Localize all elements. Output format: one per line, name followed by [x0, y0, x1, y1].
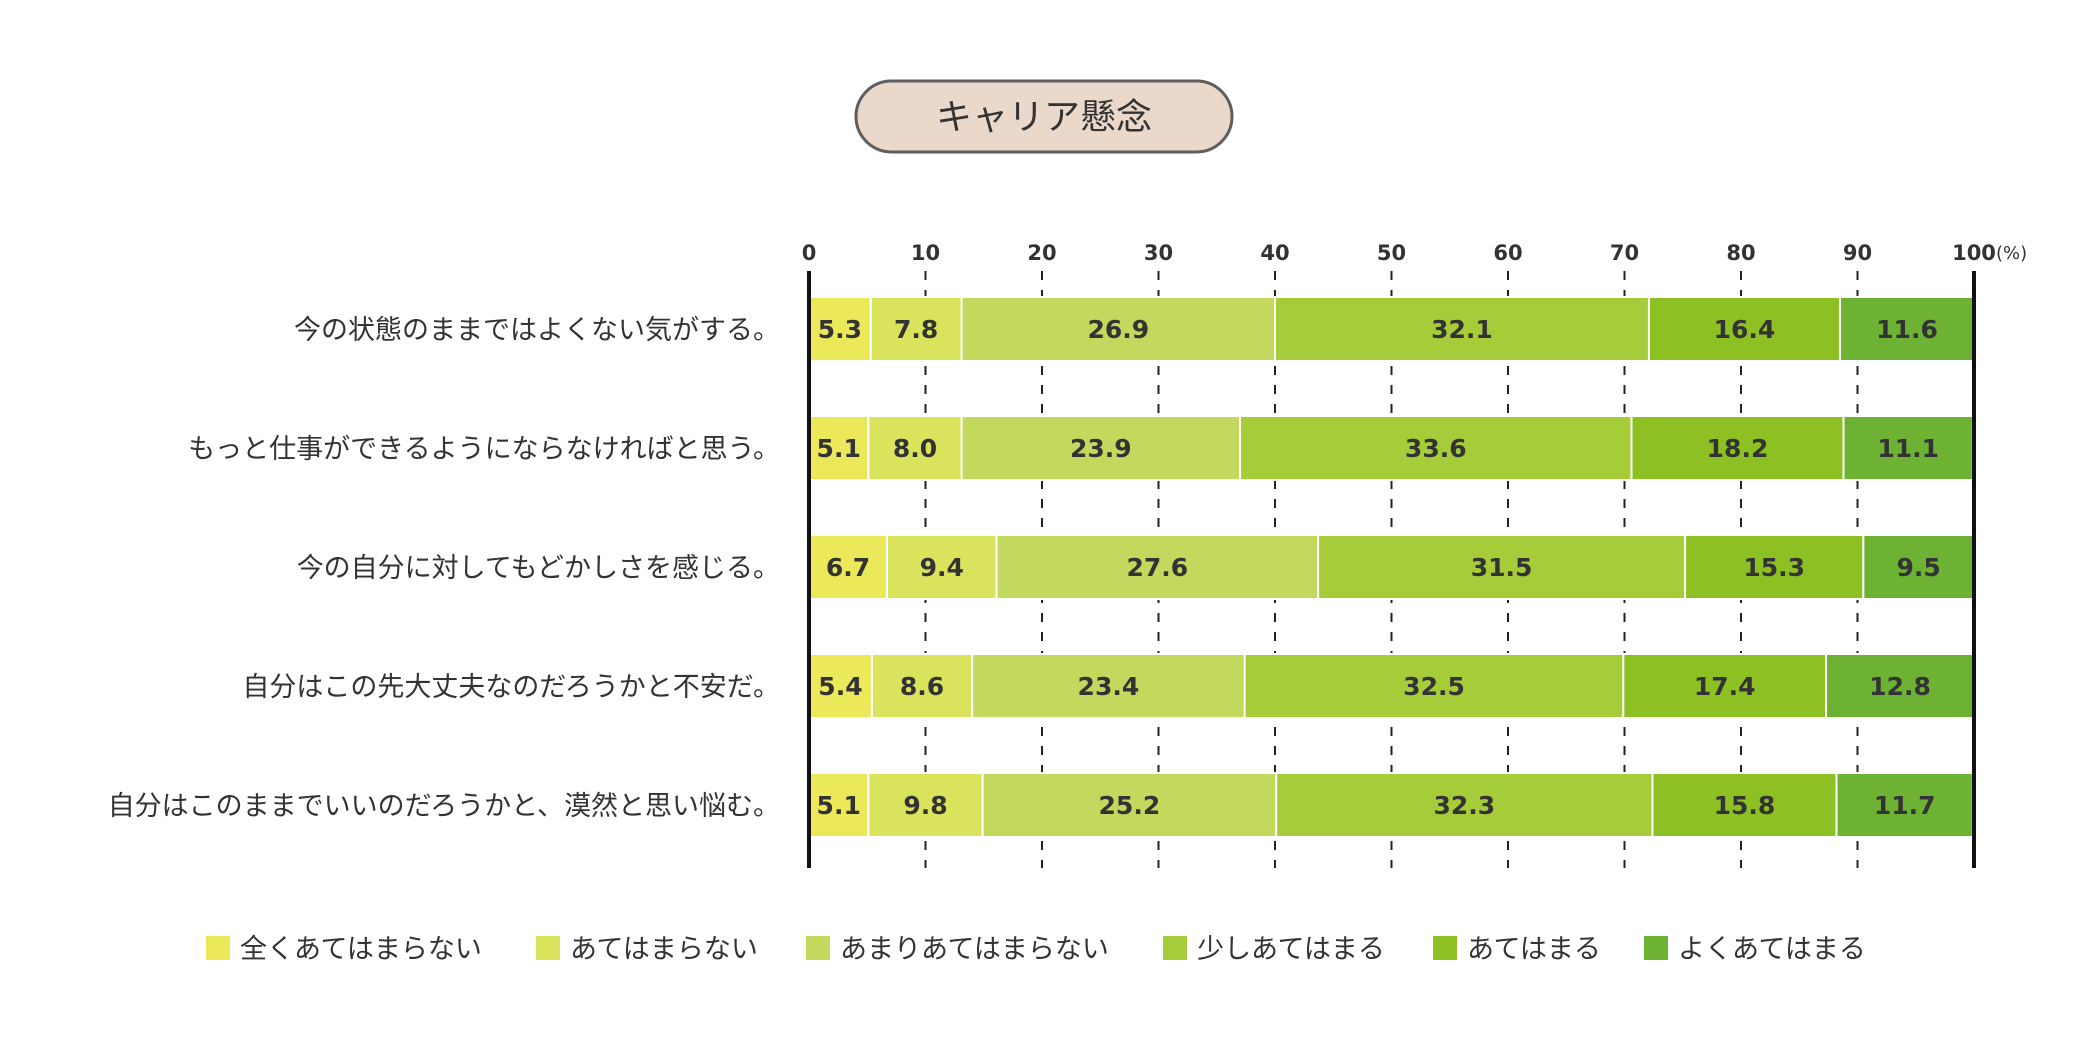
data-label: 9.5: [1897, 553, 1941, 582]
legend-label: あてはまらない: [570, 934, 758, 965]
data-label: 18.2: [1707, 434, 1769, 463]
chart-title: キャリア懸念: [936, 97, 1152, 138]
category-label: 自分はこのままでいいのだろうかと、漠然と思い悩む。: [108, 791, 780, 822]
data-label: 15.8: [1714, 791, 1776, 820]
legend-swatch: [1644, 936, 1668, 960]
legend-label: あてはまる: [1467, 934, 1601, 965]
data-label: 15.3: [1743, 553, 1805, 582]
category-label: 自分はこの先大丈夫なのだろうかと不安だ。: [242, 672, 780, 703]
bar-segment: [1275, 772, 1654, 838]
data-label: 9.8: [903, 791, 947, 820]
data-label: 11.1: [1877, 434, 1939, 463]
data-label: 23.9: [1070, 434, 1132, 463]
legend-label: 少しあてはまる: [1197, 934, 1385, 965]
legend-swatch: [1163, 936, 1187, 960]
data-label: 9.4: [920, 553, 964, 582]
legend-swatch: [806, 936, 830, 960]
legend-label: 全くあてはまらない: [240, 934, 482, 965]
bar-segment: [960, 415, 1242, 481]
bar-segment: [995, 534, 1320, 600]
x-tick-label: 60: [1493, 241, 1522, 265]
bar-segment: [1622, 653, 1828, 719]
x-tick-label: 100: [1952, 241, 1996, 265]
data-label: 31.5: [1471, 553, 1533, 582]
bar-segment: [971, 653, 1246, 719]
bar-segment: [1239, 415, 1633, 481]
legend-swatch: [536, 936, 560, 960]
data-label: 32.3: [1433, 791, 1495, 820]
data-label: 27.6: [1126, 553, 1188, 582]
bar-segment: [808, 415, 870, 481]
data-label: 5.4: [818, 672, 862, 701]
bar-segment: [1243, 653, 1625, 719]
bar-segment: [1274, 296, 1650, 362]
data-label: 32.1: [1431, 315, 1493, 344]
bar-segment: [869, 296, 963, 362]
data-label: 11.7: [1874, 791, 1936, 820]
category-label: もっと仕事ができるようにならなければと思う。: [188, 434, 780, 465]
x-tick-label: 70: [1610, 241, 1639, 265]
bar-segment: [867, 415, 963, 481]
bar-segment: [1684, 534, 1865, 600]
data-label: 26.9: [1087, 315, 1149, 344]
data-label: 8.6: [900, 672, 944, 701]
unit-label: (%): [1996, 243, 2027, 264]
bar-segment: [1862, 534, 1975, 600]
data-label: 5.1: [817, 791, 861, 820]
x-tick-label: 50: [1377, 241, 1406, 265]
category-label: 今の状態のままではよくない気がする。: [294, 315, 780, 346]
data-label: 23.4: [1078, 672, 1140, 701]
data-label: 33.6: [1405, 434, 1467, 463]
x-tick-label: 0: [802, 241, 817, 265]
bar-segment: [960, 296, 1276, 362]
bar-segment: [1630, 415, 1845, 481]
data-label: 16.4: [1714, 315, 1776, 344]
bar-segment: [1835, 772, 1974, 838]
x-tick-label: 10: [911, 241, 940, 265]
x-tick-label: 90: [1843, 241, 1872, 265]
data-label: 25.2: [1099, 791, 1161, 820]
title-box: [854, 79, 1234, 154]
bar-segment: [981, 772, 1278, 838]
bar-segment: [808, 772, 870, 838]
category-label: 今の自分に対してもどかしさを感じる。: [297, 553, 780, 584]
bar-segment: [1317, 534, 1687, 600]
legend-label: よくあてはまる: [1678, 934, 1866, 965]
data-label: 12.8: [1869, 672, 1931, 701]
bar-segment: [867, 772, 984, 838]
data-label: 8.0: [893, 434, 937, 463]
bar-segment: [1825, 653, 1976, 719]
x-tick-label: 20: [1027, 241, 1056, 265]
bar-segment: [1647, 296, 1842, 362]
x-tick-label: 30: [1144, 241, 1173, 265]
bar-segment: [1839, 296, 1976, 362]
legend-swatch: [1433, 936, 1457, 960]
data-label: 5.1: [817, 434, 861, 463]
data-label: 17.4: [1694, 672, 1756, 701]
legend-swatch: [206, 936, 230, 960]
x-tick-label: 40: [1260, 241, 1289, 265]
data-label: 5.3: [818, 315, 862, 344]
x-tick-label: 80: [1726, 241, 1755, 265]
data-label: 11.6: [1876, 315, 1938, 344]
data-label: 6.7: [826, 553, 870, 582]
data-label: 32.5: [1403, 672, 1465, 701]
data-label: 7.8: [894, 315, 938, 344]
legend-label: あまりあてはまらない: [840, 934, 1109, 965]
